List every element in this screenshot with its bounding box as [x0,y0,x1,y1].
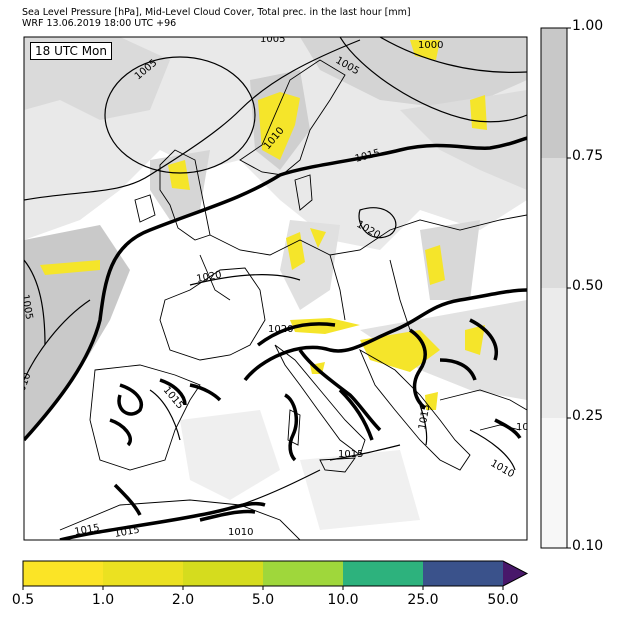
precip-colorbar-extend-arrow [503,561,527,586]
precip-colorbar-segment [423,561,503,586]
chart-subtitle: WRF 13.06.2019 18:00 UTC +96 [22,18,177,29]
precip-colorbar-segment [103,561,183,586]
svg-text:1010: 1010 [228,527,253,538]
precip-colorbar-segment [343,561,423,586]
chart-title: Sea Level Pressure [hPa], Mid-Level Clou… [22,7,411,18]
precip-colorbar-tick: 5.0 [251,592,275,608]
precip-colorbar [22,560,529,590]
svg-text:1015: 1015 [114,525,141,540]
svg-text:1005: 1005 [19,294,34,321]
cloud-colorbar-segment [541,158,567,288]
isobars [24,37,527,506]
svg-text:1015: 1015 [74,523,101,538]
precip-colorbar-tick: 10.0 [327,592,359,608]
cloud-colorbar-tick: 0.75 [572,148,604,164]
precip-colorbar-tick: 2.0 [171,592,195,608]
cloud-colorbar-tick: 0.25 [572,408,604,424]
time-label: 18 UTC Mon [30,42,112,60]
precip-colorbar-tick: 50.0 [487,592,519,608]
cloud-colorbar [540,27,571,549]
cloud-colorbar-segment [541,28,567,158]
svg-text:1010: 1010 [14,371,33,399]
precip-colorbar-tick: 1.0 [91,592,115,608]
precip-colorbar-segment [23,561,103,586]
cloud-colorbar-segment [541,288,567,418]
cloud-colorbar-segment [541,418,567,548]
svg-text:1005: 1005 [260,34,285,45]
cloud-colorbar-tick: 1.00 [572,18,604,34]
precip-colorbar-segment [183,561,263,586]
isobars-thick [24,136,527,540]
precip-colorbar-tick: 25.0 [407,592,439,608]
svg-text:1000: 1000 [418,40,443,51]
cloud-colorbar-tick: 0.10 [572,538,604,554]
precip-colorbar-tick: 0.5 [11,592,35,608]
svg-text:1010: 1010 [516,422,541,433]
cloud-colorbar-tick: 0.50 [572,278,604,294]
svg-text:1020: 1020 [268,324,293,335]
precip-colorbar-segment [263,561,343,586]
svg-text:1015: 1015 [417,404,432,431]
map-frame [23,36,528,541]
svg-text:1020: 1020 [196,270,223,285]
svg-text:1015: 1015 [338,449,363,460]
